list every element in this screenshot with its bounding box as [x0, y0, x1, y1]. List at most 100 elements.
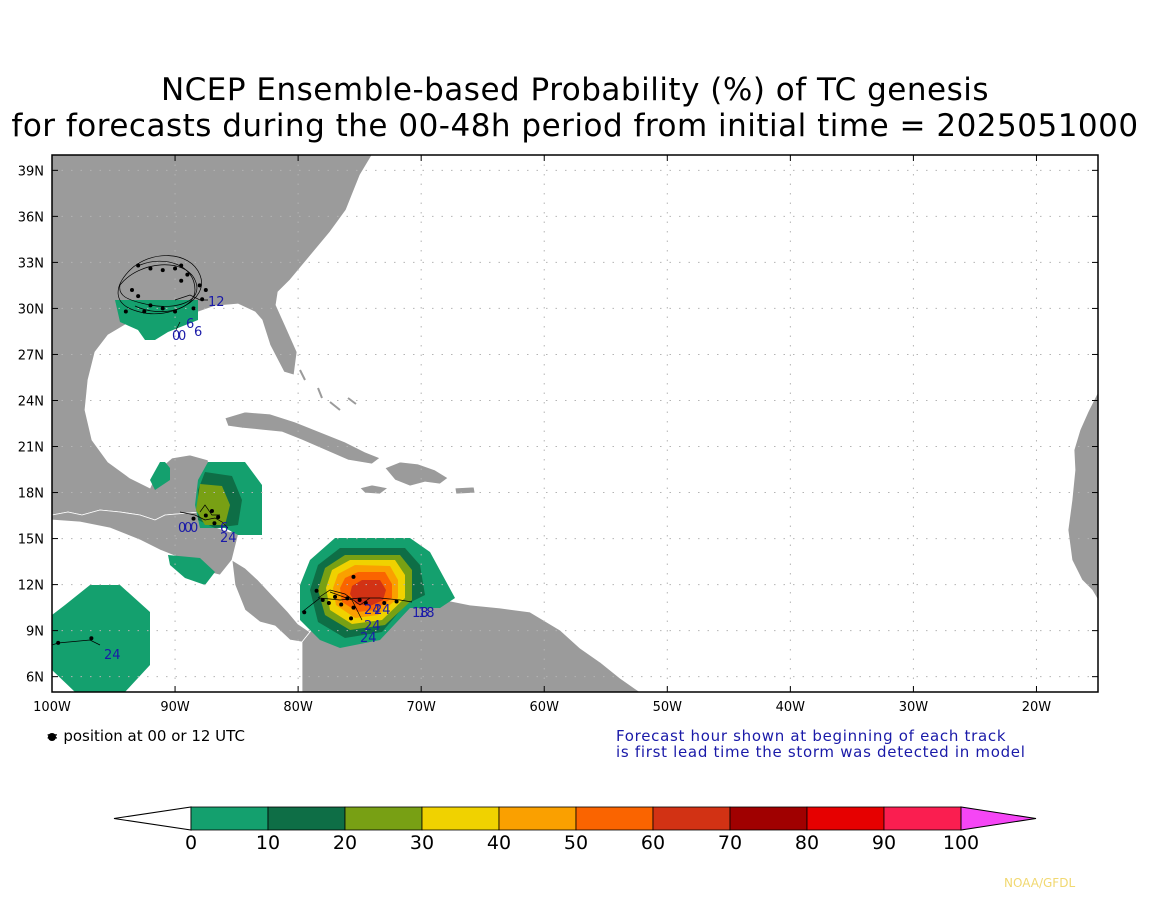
colorbar-label: 40 — [487, 832, 511, 854]
colorbar-swatch — [652, 806, 731, 831]
lat-tick-label: 24N — [18, 394, 44, 409]
map-grid — [52, 155, 1098, 692]
track-point — [382, 601, 387, 606]
lat-tick-label: 6N — [26, 671, 44, 686]
lon-tick-label: 60W — [530, 700, 560, 715]
track-point — [123, 309, 128, 314]
track-point — [185, 272, 190, 277]
lon-tick-label: 70W — [406, 700, 436, 715]
legend-marker-text: = position at 00 or 12 UTC — [46, 727, 245, 745]
lat-tick-label: 15N — [18, 533, 44, 548]
prob-region-pacific — [52, 585, 150, 692]
lon-tick-label: 30W — [899, 700, 929, 715]
track-point — [136, 294, 141, 299]
map-frame — [51, 154, 1099, 693]
colorbar-swatch — [498, 806, 577, 831]
track-label: 18 — [418, 606, 435, 621]
colorbar-swatch — [344, 806, 423, 831]
colorbar-swatch — [806, 806, 885, 831]
position-marker-icon — [48, 733, 56, 741]
track-point — [363, 601, 368, 606]
track-label: 24 — [364, 603, 381, 618]
track-label: 24 — [360, 631, 377, 646]
chart-title-line1: NCEP Ensemble-based Probability (%) of T… — [160, 72, 990, 108]
track-point — [339, 602, 344, 607]
track-label: 0 — [178, 521, 186, 536]
track-point — [179, 263, 184, 268]
track-point — [357, 597, 362, 602]
colorbar-label: 80 — [795, 832, 819, 854]
track-point — [173, 266, 178, 271]
track-point — [160, 268, 165, 273]
prob-region-gulf — [115, 300, 198, 340]
track-label: 0 — [178, 329, 186, 344]
lon-axis: 100W 90W 80W 70W 60W 50W 40W 30W 20W — [33, 155, 1051, 715]
track-label: 6 — [194, 325, 202, 340]
lat-tick-label: 36N — [18, 210, 44, 225]
track-point — [148, 303, 153, 308]
track-point — [200, 297, 205, 302]
track-point — [394, 599, 399, 604]
colorbar-swatch — [575, 806, 654, 831]
colorbar-label: 0 — [185, 832, 197, 854]
track-point — [56, 640, 61, 645]
lon-tick-label: 90W — [160, 700, 190, 715]
lat-tick-label: 39N — [18, 164, 44, 179]
track-point — [142, 309, 147, 314]
land-jamaica — [359, 484, 389, 495]
colorbar-label: 20 — [333, 832, 357, 854]
land-cuba — [224, 411, 381, 465]
track-label: 24 — [364, 619, 381, 634]
track-label: 24 — [220, 531, 237, 546]
track-point — [203, 513, 208, 518]
lat-tick-label: 30N — [18, 302, 44, 317]
track-label: 24 — [104, 648, 121, 663]
credit-text: NOAA/GFDL — [1004, 876, 1076, 890]
colorbar-low-arrow — [113, 806, 192, 831]
colorbar-swatch — [267, 806, 346, 831]
lon-tick-label: 80W — [283, 700, 313, 715]
lon-tick-label: 100W — [33, 700, 71, 715]
track-label: 6 — [186, 317, 194, 332]
track-point — [351, 605, 356, 610]
track-point — [191, 306, 196, 311]
track-point — [302, 610, 307, 615]
track-point — [148, 266, 153, 271]
prob-region-yucatan — [150, 462, 262, 585]
track-point — [136, 263, 141, 268]
land-puerto-rico — [454, 486, 476, 495]
legend-note-line1: Forecast hour shown at beginning of each… — [616, 727, 1007, 745]
track-point — [333, 594, 338, 599]
colorbar-label: 10 — [256, 832, 280, 854]
track-point — [314, 588, 319, 593]
land-hispaniola — [384, 461, 449, 487]
colorbar-label: 100 — [943, 832, 979, 854]
track-label: 6 — [220, 521, 228, 536]
colorbar-swatch — [421, 806, 500, 831]
track-label: 0 — [184, 521, 192, 536]
track-point — [209, 508, 214, 513]
track-label: 0 — [172, 329, 180, 344]
colorbar-swatch — [883, 806, 962, 831]
lat-tick-label: 18N — [18, 487, 44, 502]
colorbar-swatch — [729, 806, 808, 831]
track-point — [179, 278, 184, 283]
lat-tick-label: 27N — [18, 348, 44, 363]
track-point — [173, 309, 178, 314]
colorbar-label: 70 — [718, 832, 742, 854]
lat-tick-label: 21N — [18, 441, 44, 456]
track-point — [197, 283, 202, 288]
track-label: 0 — [190, 521, 198, 536]
track-label: 18 — [412, 606, 429, 621]
lon-tick-label: 50W — [653, 700, 683, 715]
track-point — [326, 601, 331, 606]
track-point — [129, 288, 134, 293]
lat-tick-label: 12N — [18, 579, 44, 594]
chart-title-line2: for forecasts during the 00-48h period f… — [11, 108, 1139, 144]
track-label: 24 — [374, 603, 391, 618]
track-point — [191, 516, 196, 521]
colorbar-high-arrow — [960, 806, 1037, 831]
legend-note: Forecast hour shown at beginning of each… — [616, 728, 1098, 760]
track-point — [216, 515, 221, 520]
